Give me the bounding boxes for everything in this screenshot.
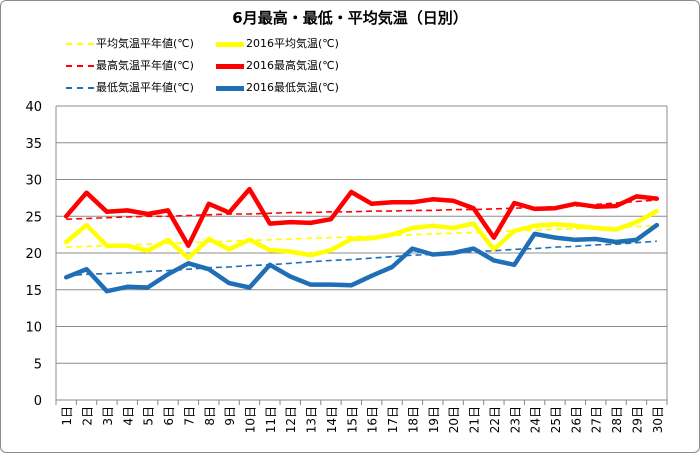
legend-label: 2016最低気温(℃) (246, 81, 339, 94)
x-tick-label: 5日 (142, 406, 156, 426)
legend-swatch (66, 87, 94, 89)
legend: 平均気温平年値(℃) 2016平均気温(℃) 最高気温平年値(℃) 2016最高気温(… (0, 0, 700, 100)
series-line-5 (63, 222, 660, 294)
x-tick-label: 14日 (325, 406, 339, 433)
x-tick-label: 15日 (345, 406, 359, 433)
x-tick-label: 27日 (590, 406, 604, 433)
x-tick-label: 3日 (101, 406, 115, 426)
y-tick-label: 15 (25, 284, 42, 299)
x-tick-label: 21日 (468, 406, 482, 433)
x-tick-label: 24日 (529, 406, 543, 433)
x-tick-label: 2日 (81, 406, 95, 426)
y-tick-label: 30 (25, 174, 42, 189)
x-tick-label: 12日 (284, 406, 298, 433)
x-tick-label: 22日 (488, 406, 502, 433)
x-tick-label: 20日 (447, 406, 461, 433)
legend-label: 2016平均気温(℃) (246, 37, 339, 50)
x-tick-label: 23日 (508, 406, 522, 433)
legend-label: 2016最高気温(℃) (246, 59, 339, 72)
x-tick-label: 16日 (366, 406, 380, 433)
legend-label: 最低気温平年値(℃) (96, 81, 194, 94)
x-tick-label: 26日 (569, 406, 583, 433)
x-tick-label: 9日 (223, 406, 237, 426)
x-tick-label: 8日 (203, 406, 217, 426)
legend-swatch (216, 42, 244, 47)
series-line-1 (63, 208, 660, 261)
x-tick-label: 7日 (182, 406, 196, 426)
chart-title: 6月最高・最低・平均気温（日別） (232, 9, 468, 27)
x-tick-label: 11日 (264, 406, 278, 433)
x-tick-label: 6日 (162, 406, 176, 426)
legend-swatch (66, 65, 94, 67)
x-tick-label: 29日 (630, 406, 644, 433)
legend-swatch (216, 86, 244, 91)
y-tick-label: 0 (34, 394, 42, 409)
series-line-4 (66, 240, 657, 277)
legend-swatch (66, 43, 94, 45)
legend-label: 平均気温平年値(℃) (96, 37, 194, 50)
x-tick-label: 25日 (549, 406, 563, 433)
x-tick-label: 10日 (243, 406, 257, 433)
x-tick-label: 17日 (386, 406, 400, 433)
y-tick-label: 25 (25, 210, 42, 225)
x-tick-label: 4日 (121, 406, 135, 426)
y-tick-label: 5 (34, 357, 42, 372)
y-tick-label: 40 (25, 100, 42, 115)
series-line-3 (63, 186, 660, 248)
y-tick-label: 10 (25, 321, 42, 336)
legend-label: 最高気温平年値(℃) (96, 59, 194, 72)
x-tick-label: 13日 (305, 406, 319, 433)
x-tick-label: 30日 (651, 406, 665, 433)
x-tick-label: 28日 (610, 406, 624, 433)
y-tick-label: 35 (25, 137, 42, 152)
legend-swatch (216, 64, 244, 69)
x-tick-label: 19日 (427, 406, 441, 433)
y-tick-label: 20 (25, 247, 42, 262)
x-tick-label: 1日 (60, 406, 74, 426)
x-tick-label: 18日 (406, 406, 420, 433)
